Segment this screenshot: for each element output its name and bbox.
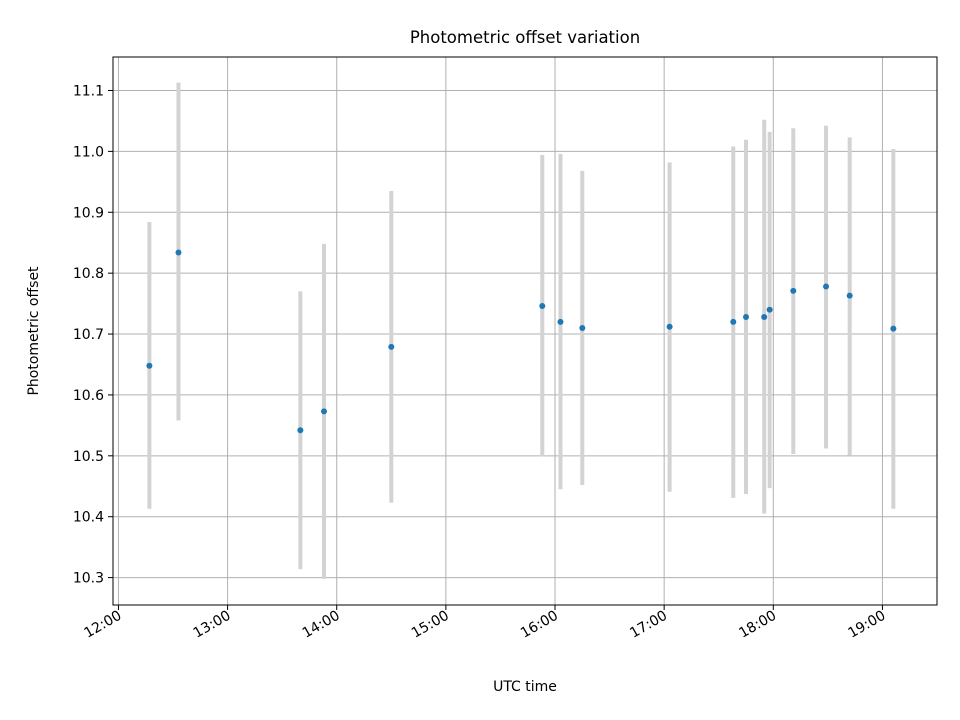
data-point <box>790 287 797 294</box>
chart-title: Photometric offset variation <box>410 28 640 47</box>
data-point <box>557 318 564 325</box>
data-point <box>743 313 750 320</box>
data-point <box>761 313 768 320</box>
data-point <box>579 324 586 331</box>
data-point <box>666 323 673 330</box>
y-tick-label: 10.7 <box>73 327 104 343</box>
y-tick-label: 11.0 <box>73 144 104 160</box>
y-axis-label: Photometric offset <box>26 266 42 396</box>
x-axis-label: UTC time <box>493 679 557 695</box>
y-tick-label: 11.1 <box>73 83 104 99</box>
y-tick-label: 10.3 <box>73 571 104 587</box>
y-tick-label: 10.5 <box>73 449 104 465</box>
data-point <box>321 408 328 415</box>
y-axis-ticks: 10.3 10.4 10.5 10.6 10.7 10.8 10.9 11.0 11.1 <box>73 83 113 587</box>
data-point <box>539 303 546 310</box>
y-tick-label: 10.4 <box>73 510 104 526</box>
data-point <box>766 306 773 313</box>
data-point <box>730 318 737 325</box>
data-point <box>846 292 853 299</box>
y-tick-label: 10.6 <box>73 388 104 404</box>
data-point <box>175 249 182 256</box>
data-point <box>890 325 897 332</box>
data-point <box>297 427 304 434</box>
data-point <box>146 362 153 369</box>
y-tick-label: 10.8 <box>73 266 104 282</box>
y-tick-label: 10.9 <box>73 205 104 221</box>
plot-frame <box>112 56 938 606</box>
data-point <box>823 283 830 290</box>
grid-lines <box>113 57 937 605</box>
data-points <box>146 249 897 434</box>
data-point <box>388 343 395 350</box>
